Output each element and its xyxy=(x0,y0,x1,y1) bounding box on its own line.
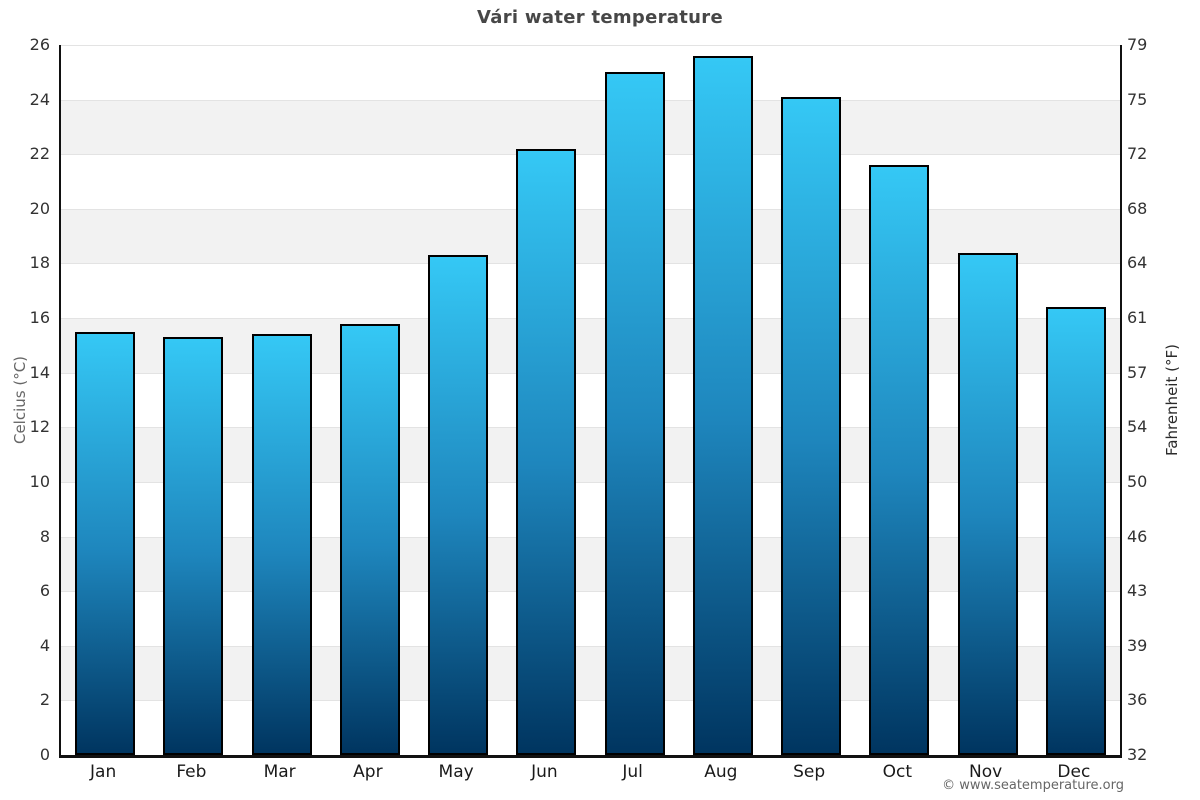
ytick-celsius-0: 0 xyxy=(39,745,50,764)
background-band xyxy=(61,536,1120,592)
bar-jul xyxy=(605,72,665,755)
ytick-celsius-12: 12 xyxy=(29,417,50,437)
copyright-watermark: © www.seatemperature.org xyxy=(942,778,1124,793)
gridline xyxy=(61,45,1120,46)
xtick-feb: Feb xyxy=(176,762,207,782)
gridline xyxy=(61,318,1120,319)
bar-jun xyxy=(516,149,576,755)
background-band xyxy=(61,318,1120,373)
xtick-may: May xyxy=(438,762,474,782)
ytick-fahrenheit-64: 64 xyxy=(1127,253,1148,273)
ytick-celsius-26: 26 xyxy=(29,35,50,54)
gridline xyxy=(61,482,1120,483)
bar-may xyxy=(428,255,488,755)
y-axis-label-fahrenheit: Fahrenheit (°F) xyxy=(1163,344,1181,456)
bar-feb xyxy=(163,337,223,755)
ytick-celsius-16: 16 xyxy=(29,308,50,328)
gridline xyxy=(61,700,1120,701)
ytick-celsius-18: 18 xyxy=(29,253,50,273)
xtick-jan: Jan xyxy=(90,762,117,782)
bar-apr xyxy=(340,324,400,755)
bar-dec xyxy=(1046,307,1106,755)
background-band xyxy=(61,154,1120,209)
background-band xyxy=(61,700,1120,755)
ytick-fahrenheit-39: 39 xyxy=(1127,635,1148,655)
gridline xyxy=(61,591,1120,592)
bar-mar xyxy=(252,334,312,755)
xtick-jun: Jun xyxy=(531,762,558,782)
ytick-celsius-10: 10 xyxy=(29,471,50,491)
ytick-fahrenheit-72: 72 xyxy=(1127,144,1148,164)
gridline xyxy=(61,427,1120,428)
ytick-fahrenheit-46: 46 xyxy=(1127,526,1148,546)
ytick-celsius-22: 22 xyxy=(29,144,50,164)
gridline xyxy=(61,263,1120,264)
background-band xyxy=(61,208,1120,264)
ytick-celsius-24: 24 xyxy=(29,89,50,109)
background-band xyxy=(61,99,1120,155)
xtick-oct: Oct xyxy=(882,762,913,782)
gridline xyxy=(61,154,1120,155)
plot-area xyxy=(59,45,1122,758)
xtick-nov: Nov xyxy=(969,762,1003,782)
ytick-celsius-14: 14 xyxy=(29,362,50,382)
background-band xyxy=(61,372,1120,428)
bar-aug xyxy=(693,56,753,755)
xtick-mar: Mar xyxy=(263,762,296,782)
background-band xyxy=(61,45,1120,100)
ytick-fahrenheit-50: 50 xyxy=(1127,471,1148,491)
ytick-celsius-20: 20 xyxy=(29,198,50,218)
gridline xyxy=(61,373,1120,374)
background-band xyxy=(61,481,1120,537)
ytick-celsius-6: 6 xyxy=(39,581,50,601)
xtick-sep: Sep xyxy=(793,762,826,782)
ytick-fahrenheit-61: 61 xyxy=(1127,308,1148,328)
gridline xyxy=(61,646,1120,647)
ytick-fahrenheit-54: 54 xyxy=(1127,417,1148,437)
ytick-celsius-4: 4 xyxy=(39,635,50,655)
ytick-fahrenheit-43: 43 xyxy=(1127,581,1148,601)
background-band xyxy=(61,591,1120,646)
xtick-dec: Dec xyxy=(1057,762,1091,782)
chart-title: Vári water temperature xyxy=(477,7,723,28)
bar-sep xyxy=(781,97,841,755)
ytick-celsius-2: 2 xyxy=(39,690,50,710)
ytick-fahrenheit-68: 68 xyxy=(1127,198,1148,218)
background-band xyxy=(61,427,1120,482)
ytick-fahrenheit-32: 32 xyxy=(1127,745,1148,764)
gridline xyxy=(61,209,1120,210)
ytick-fahrenheit-75: 75 xyxy=(1127,89,1148,109)
background-band xyxy=(61,263,1120,319)
gridline xyxy=(61,537,1120,538)
xtick-apr: Apr xyxy=(353,762,383,782)
bar-oct xyxy=(869,165,929,755)
ytick-fahrenheit-79: 79 xyxy=(1127,35,1148,54)
ytick-celsius-8: 8 xyxy=(39,526,50,546)
bar-jan xyxy=(75,332,135,755)
bar-nov xyxy=(958,253,1018,755)
ytick-fahrenheit-36: 36 xyxy=(1127,690,1148,710)
background-band xyxy=(61,645,1120,701)
xtick-jul: Jul xyxy=(622,762,643,782)
xtick-aug: Aug xyxy=(704,762,738,782)
ytick-fahrenheit-57: 57 xyxy=(1127,362,1148,382)
gridline xyxy=(61,100,1120,101)
